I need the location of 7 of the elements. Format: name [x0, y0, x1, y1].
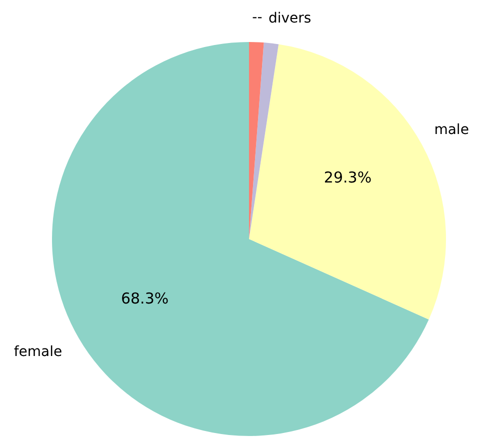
data-label: 68.3%: [120, 289, 169, 308]
pie-slice: [249, 42, 279, 239]
data-label: 29.3%: [324, 168, 372, 186]
slice-label: female: [14, 344, 62, 360]
slice-label: --: [252, 9, 262, 26]
slice-label: male: [434, 122, 469, 138]
slice-label: divers: [268, 10, 312, 27]
